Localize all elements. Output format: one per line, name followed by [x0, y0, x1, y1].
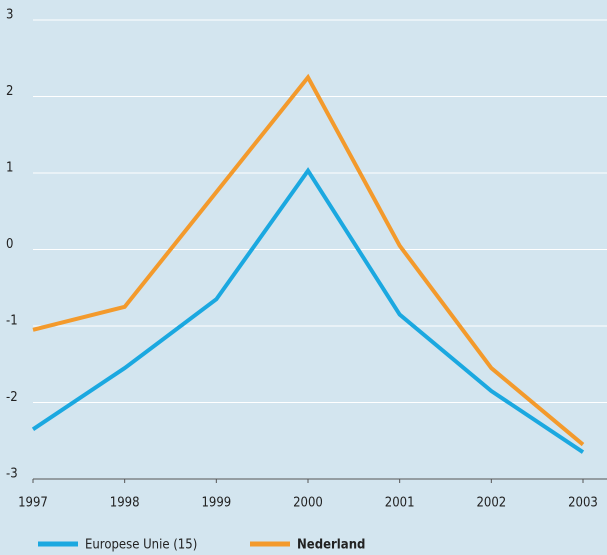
legend-label: Europese Unie (15)	[85, 538, 197, 553]
y-tick-label: 2	[6, 84, 13, 99]
x-tick-label: 2002	[476, 496, 506, 511]
x-tick-label: 2003	[568, 496, 598, 511]
data-line	[32, 73, 585, 447]
y-tick-label: -1	[6, 314, 18, 329]
y-tick-label: 1	[6, 161, 13, 176]
y-tick-label: -3	[6, 467, 18, 482]
data-line	[31, 167, 585, 454]
y-tick-label: -2	[6, 390, 18, 405]
legend-label: Nederland	[297, 538, 365, 553]
y-tick-label: 0	[6, 237, 13, 252]
x-tick-label: 2001	[385, 496, 415, 511]
x-tick-label: 1997	[18, 496, 48, 511]
x-tick-label: 2000	[293, 496, 323, 511]
y-tick-label: 3	[6, 8, 13, 23]
x-tick-label: 1998	[110, 496, 140, 511]
x-tick-label: 1999	[201, 496, 231, 511]
